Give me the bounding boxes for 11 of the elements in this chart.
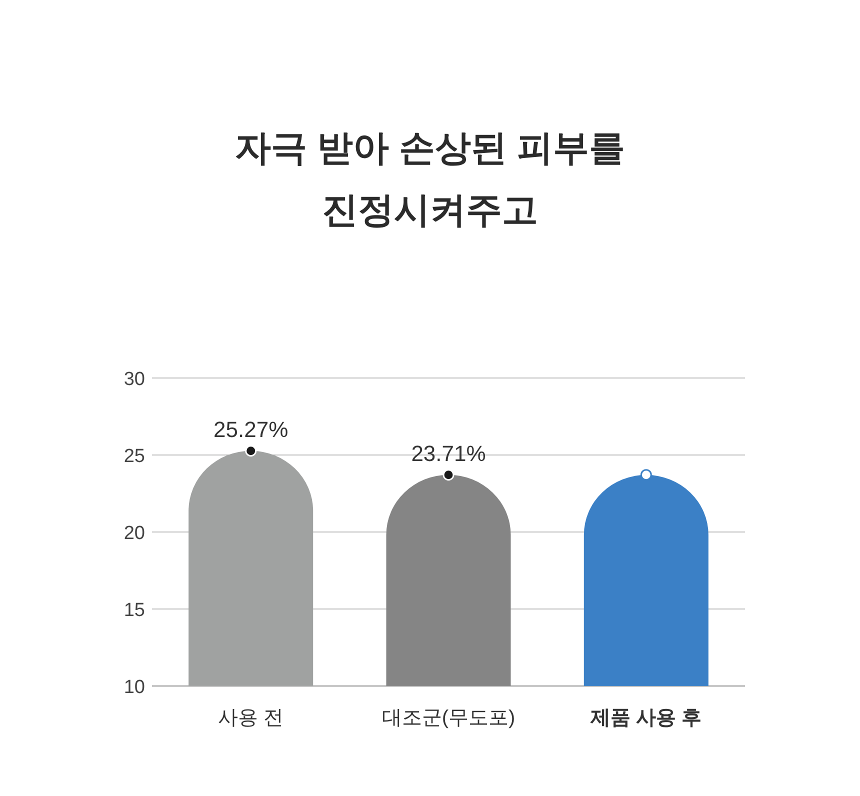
data-label: 25.27% [214, 416, 288, 442]
y-tick-label: 30 [124, 369, 145, 390]
chart-title: 자극 받아 손상된 피부를 진정시켜주고 [234, 127, 626, 230]
y-tick-label: 20 [124, 523, 145, 544]
x-tick-label: 대조군(무도포) [382, 707, 516, 729]
data-label: 23.71% [411, 440, 486, 466]
x-tick-label: 제품 사용 후 [590, 707, 702, 729]
y-tick-label: 15 [124, 600, 145, 621]
x-tick-label: 사용 전 [218, 707, 284, 729]
y-tick-label: 25 [124, 446, 145, 467]
y-tick-label: 10 [124, 677, 145, 698]
